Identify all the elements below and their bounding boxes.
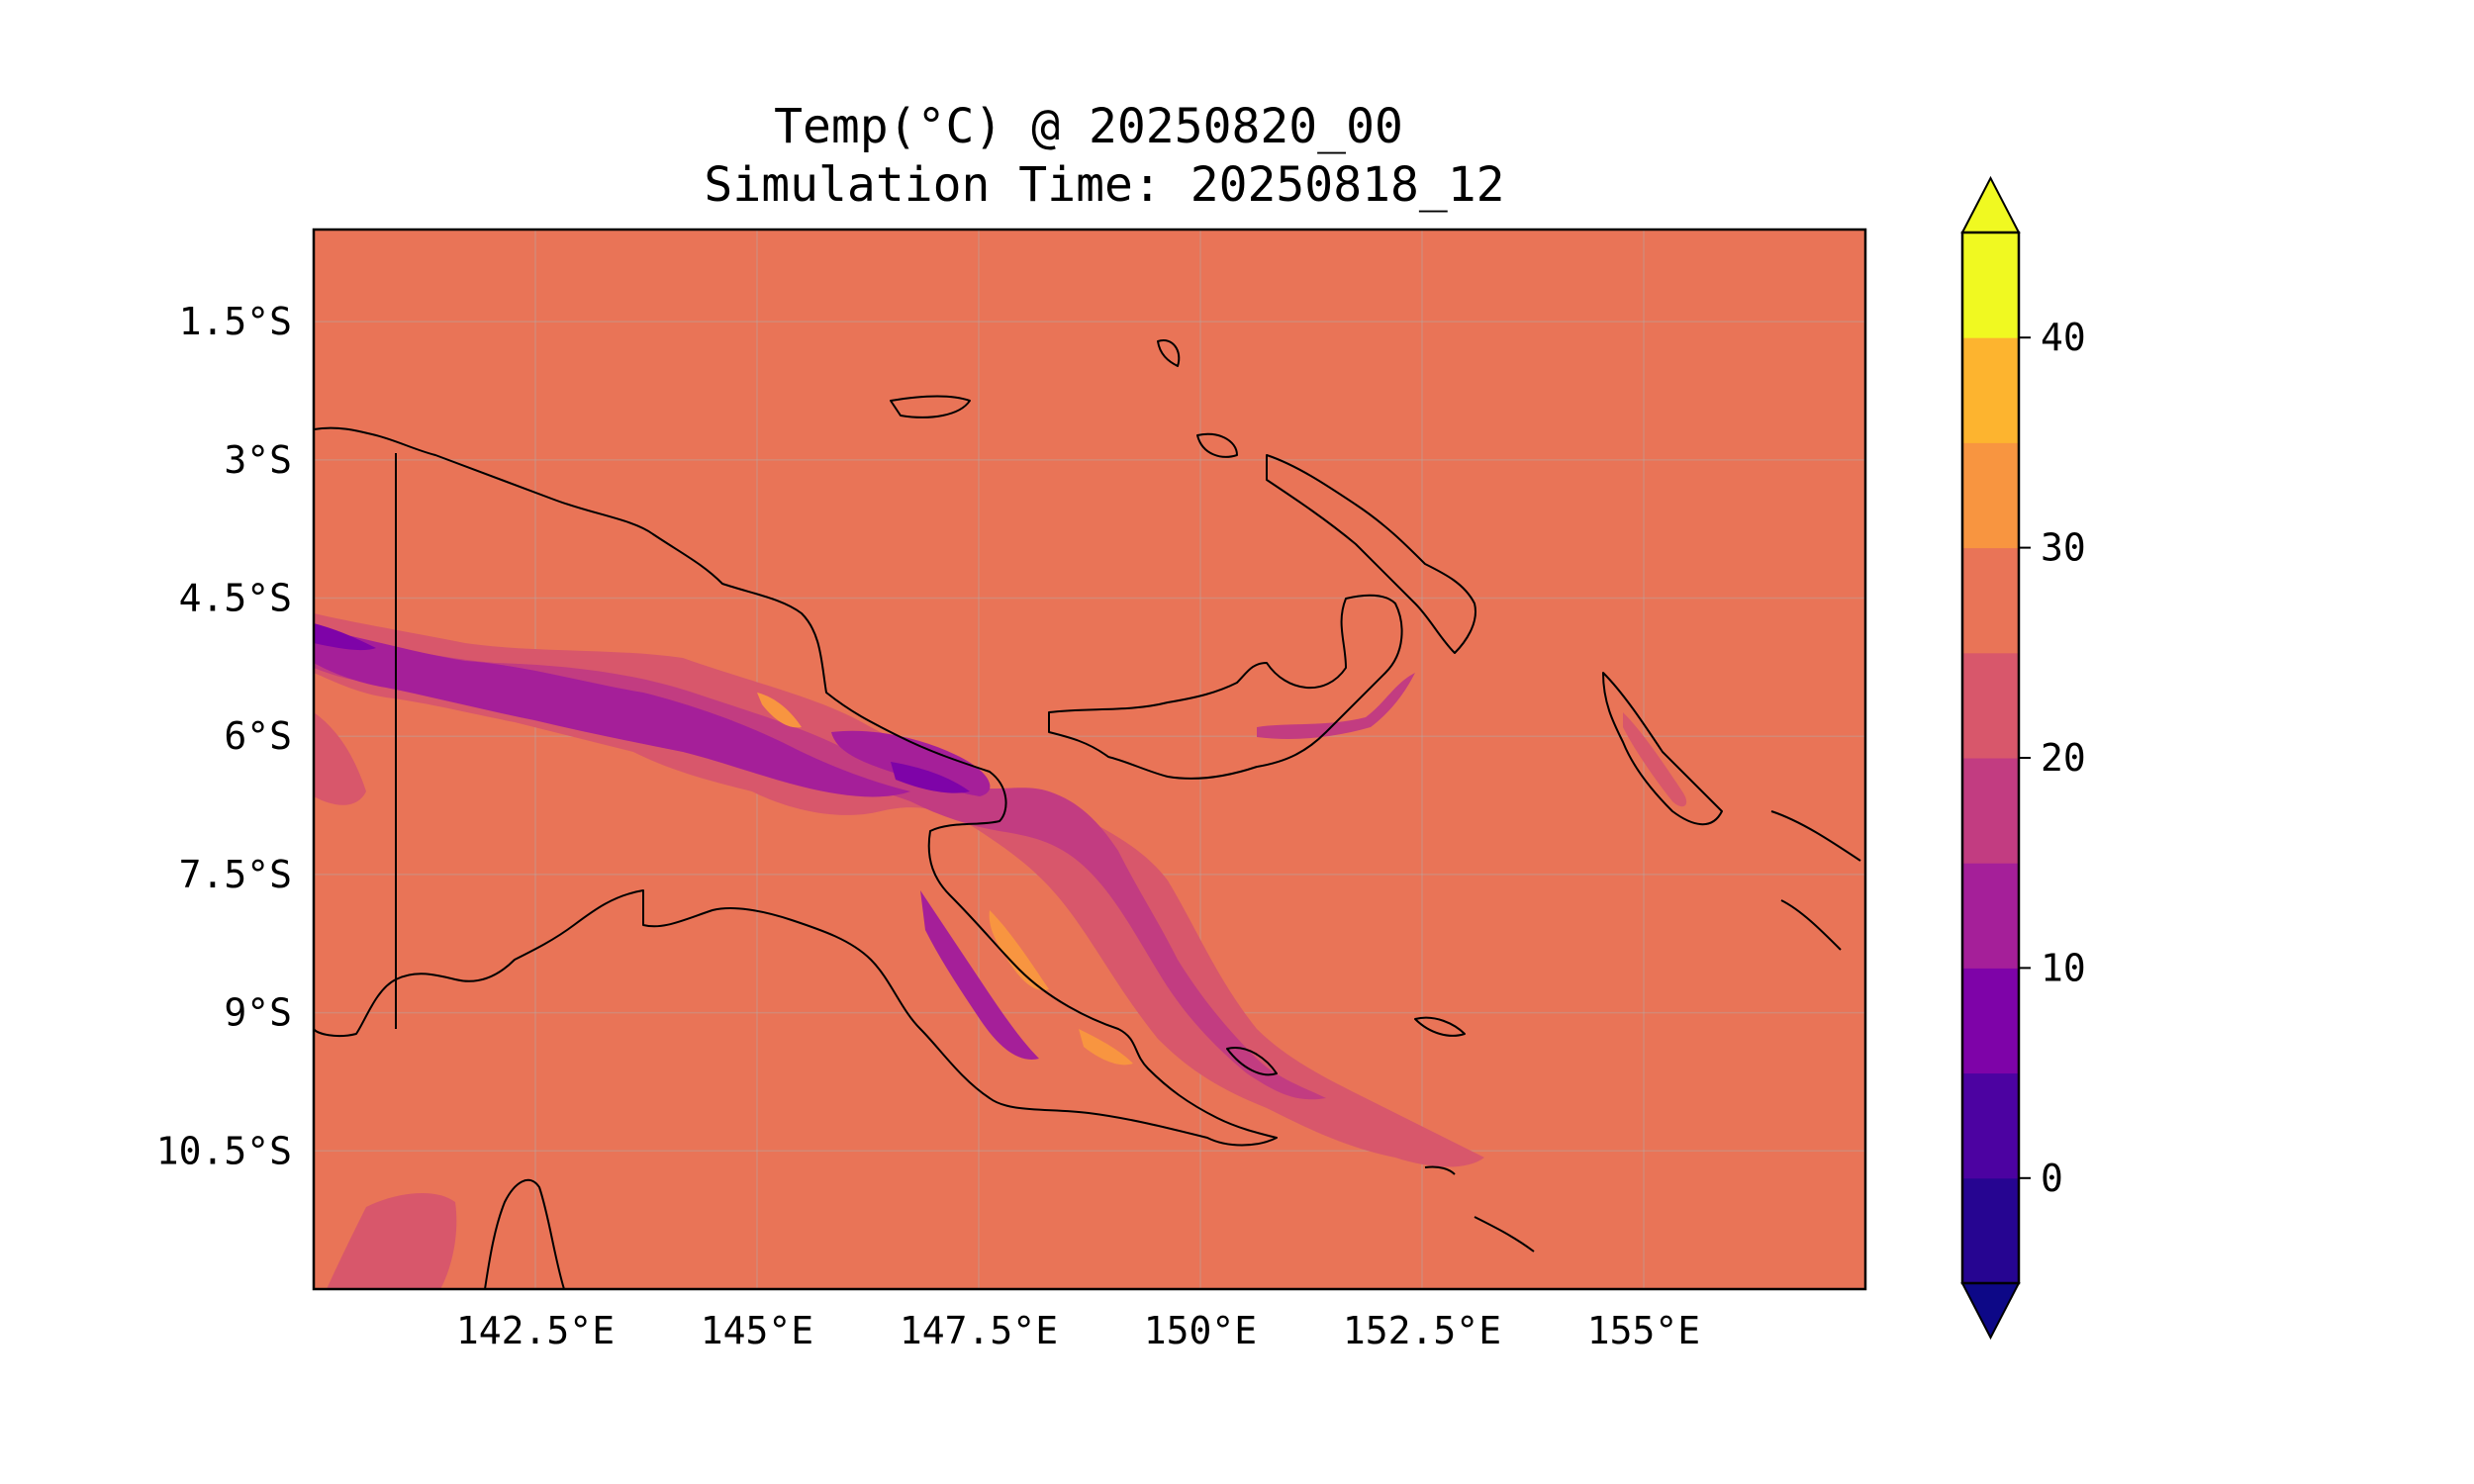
colorbar-under-extend — [1960, 1282, 2021, 1341]
coastline-islet-2 — [1157, 339, 1181, 367]
colorbar-band — [1962, 232, 2019, 338]
contour-band-30-35-b — [1079, 1029, 1133, 1066]
lon-tick-label: 142.5°E — [456, 1309, 615, 1352]
map-panel: 142.5°E 145°E 147.5°E 150°E 152.5°E 155°E 1.5… — [156, 228, 1867, 1352]
map-background — [314, 230, 1865, 1289]
colorbar-band — [1962, 547, 2019, 654]
contour-band-5-10-b — [891, 762, 970, 793]
coastline-islet-6 — [1424, 1165, 1456, 1175]
lat-tick-label: 6°S — [224, 714, 292, 758]
colorbar-band — [1962, 863, 2019, 969]
lon-tick-label: 155°E — [1587, 1309, 1700, 1352]
temperature-contours — [314, 613, 1687, 1289]
colorbar-tick-label: 20 — [2041, 736, 2086, 780]
contour-band-islands-b — [1623, 712, 1687, 807]
lat-tick-label: 1.5°S — [179, 300, 292, 343]
map-frame — [312, 228, 1867, 1291]
lon-tick-label: 145°E — [701, 1309, 813, 1352]
plot-subtitle: Simulation Time: 20250818_12 — [704, 157, 1504, 213]
contour-band-30-35-c — [757, 693, 802, 728]
coastline-australia — [484, 1178, 565, 1289]
coastline-islet-4 — [1226, 1047, 1278, 1076]
coastlines — [314, 339, 1861, 1289]
colorbar-tick-label: 30 — [2041, 526, 2086, 570]
longitude-axis: 142.5°E 145°E 147.5°E 150°E 152.5°E 155°E — [456, 1309, 1700, 1352]
coastline-bougainville — [1602, 672, 1723, 826]
lon-tick-label: 147.5°E — [900, 1309, 1058, 1352]
colorbar-band — [1962, 442, 2019, 549]
coastline-islet-5 — [1474, 1216, 1535, 1252]
lon-tick-label: 152.5°E — [1343, 1309, 1501, 1352]
coastline-islet-3 — [1414, 1016, 1466, 1037]
colorbar-over-extend — [1960, 175, 2021, 233]
colorbar-band — [1962, 968, 2019, 1074]
coastline-solomon-b — [1780, 899, 1842, 951]
colorbar-band — [1962, 758, 2019, 864]
lat-tick-label: 9°S — [224, 991, 292, 1035]
colorbar-band — [1962, 337, 2019, 443]
contour-band-10-15 — [314, 628, 910, 797]
contour-band-5-10 — [314, 623, 376, 651]
lat-tick-label: 10.5°S — [156, 1129, 292, 1172]
colorbar-tick-label: 0 — [2041, 1157, 2063, 1200]
lat-tick-label: 7.5°S — [179, 853, 292, 896]
coastline-manus — [890, 395, 971, 418]
colorbar-band — [1962, 1072, 2019, 1179]
lon-tick-label: 150°E — [1144, 1309, 1257, 1352]
colorbar-tick-label: 40 — [2041, 316, 2086, 359]
plot-title: Temp(°C) @ 20250820_00 — [774, 99, 1403, 154]
coastline-new-ireland — [1266, 454, 1476, 654]
colorbar-band — [1962, 1177, 2019, 1284]
colorbar-tick-label: 10 — [2041, 946, 2086, 989]
colorbar-band — [1962, 652, 2019, 759]
lat-tick-label: 4.5°S — [179, 577, 292, 620]
contour-band-30-35 — [989, 910, 1049, 990]
lat-tick-label: 3°S — [224, 438, 292, 482]
contour-band-sw — [327, 1192, 457, 1289]
coastline-new-britain — [1048, 594, 1403, 780]
colorbar: 0 10 20 30 40 — [1960, 175, 2086, 1341]
colorbar-ticks: 0 10 20 30 40 — [2019, 316, 2086, 1200]
contour-band-islands — [1257, 673, 1415, 739]
latitude-axis: 1.5°S 3°S 4.5°S 6°S 7.5°S 9°S 10.5°S — [156, 300, 292, 1172]
coastline-islet-1 — [1196, 432, 1238, 458]
coastline-solomon-a — [1770, 810, 1861, 862]
contour-band-20-25-south — [314, 712, 366, 805]
contour-band-20-25 — [314, 613, 1484, 1167]
coastline-new-guinea — [314, 426, 1278, 1147]
